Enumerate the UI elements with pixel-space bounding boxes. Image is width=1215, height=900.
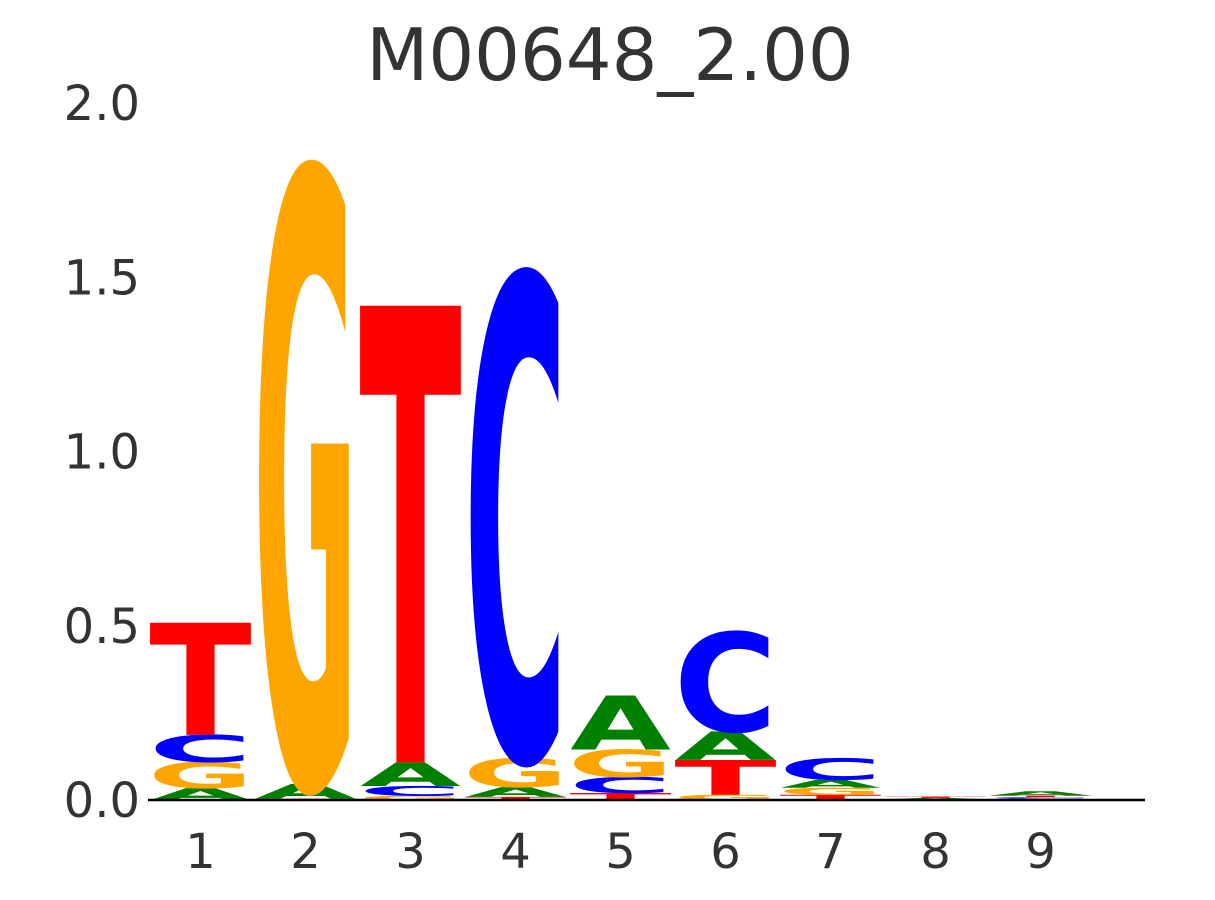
x-tick-label-7: 7 — [815, 824, 846, 880]
logo-letter-pos9-A: A — [990, 790, 1091, 797]
logo-letter-pos7-G: G — [778, 786, 884, 797]
logo-letter-pos9-C: C — [989, 797, 1093, 799]
logo-letter-pos1-T: T — [149, 592, 251, 771]
logo-letter-pos4-G: G — [463, 751, 569, 797]
y-tick-label-2.0: 2.0 — [64, 76, 140, 132]
logo-letter-pos3-A: A — [360, 756, 461, 794]
x-tick-label-5: 5 — [605, 824, 636, 880]
x-tick-label-1: 1 — [185, 824, 216, 880]
x-tick-label-9: 9 — [1025, 824, 1056, 880]
x-tick-label-3: 3 — [395, 824, 426, 880]
logo-letter-pos8-T: T — [884, 796, 986, 798]
logo-letter-pos9-T: T — [989, 795, 1091, 798]
logo-letter-pos7-A: A — [780, 778, 881, 791]
logo-letter-pos5-G: G — [568, 742, 674, 786]
logo-letter-pos4-A: A — [465, 784, 566, 800]
chart-title: M00648_2.00 — [366, 13, 853, 97]
x-tick-label-8: 8 — [920, 824, 951, 880]
y-tick-label-1.0: 1.0 — [64, 425, 140, 481]
logo-letter-pos6-G: G — [673, 793, 779, 801]
logo-letter-pos3-T: T — [359, 182, 462, 900]
logo-letter-pos5-A: A — [570, 681, 671, 767]
y-tick-label-0.0: 0.0 — [64, 773, 140, 829]
logo-letter-pos3-C: C — [359, 783, 463, 799]
logo-letter-pos6-T: T — [674, 751, 776, 806]
logo-letter-pos5-T: T — [569, 791, 671, 802]
logo-letter-pos4-T: T — [464, 796, 566, 801]
logo-letter-pos7-T: T — [779, 793, 881, 801]
x-tick-label-6: 6 — [710, 824, 741, 880]
logo-letter-pos2-G: G — [253, 3, 359, 900]
x-tick-label-2: 2 — [290, 824, 321, 880]
logo-letter-pos7-C: C — [779, 753, 883, 787]
logo-letter-pos6-A: A — [675, 724, 776, 770]
logo-letter-pos3-G: G — [358, 795, 464, 802]
logo-letter-pos6-C: C — [674, 605, 778, 764]
logo-letter-pos8-A: A — [885, 798, 986, 800]
y-axis-ticks: 2.0 1.5 1.0 0.5 0.0 — [64, 76, 140, 829]
y-tick-label-0.5: 0.5 — [64, 599, 140, 655]
logo-letter-pos1-G: G — [148, 755, 254, 797]
x-tick-label-4: 4 — [500, 824, 531, 880]
logo-letter-pos2-A: A — [255, 780, 356, 803]
logo-letter-pos1-C: C — [149, 728, 253, 771]
logo-letter-pos4-C: C — [464, 144, 568, 900]
logo-letter-stacks: AGCTTAGGCATTAGCTCGAGTACTGACGATGCTA — [148, 3, 1094, 900]
y-tick-label-1.5: 1.5 — [64, 250, 140, 306]
logo-letter-pos5-C: C — [569, 773, 673, 799]
x-axis-ticks: 1 2 3 4 5 6 7 8 9 — [185, 824, 1056, 880]
